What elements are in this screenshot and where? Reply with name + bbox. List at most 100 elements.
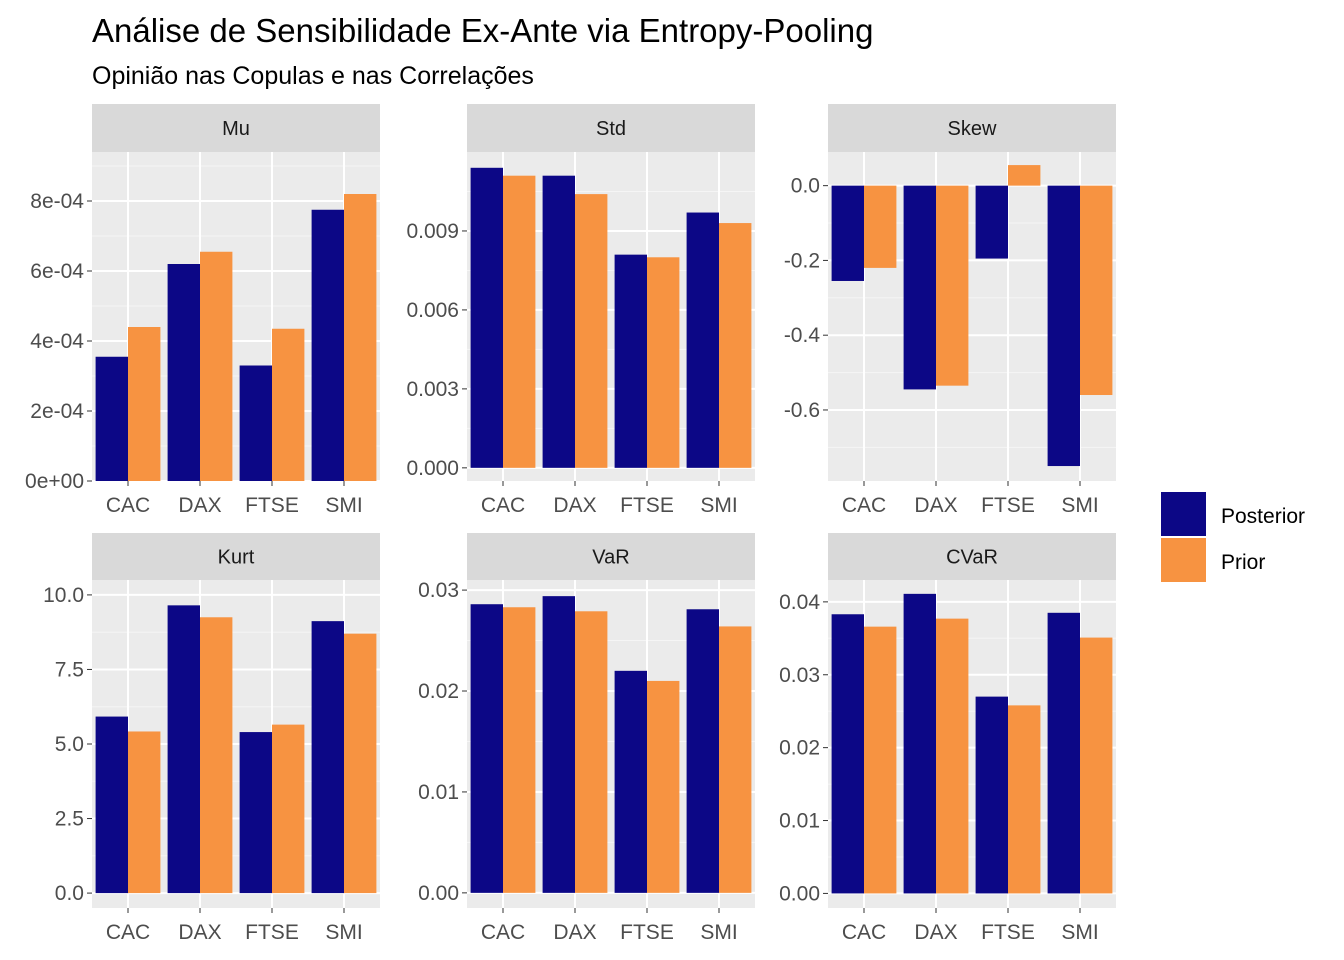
facet-strip <box>92 533 380 580</box>
bar-skew-smi-prior <box>1080 185 1113 396</box>
y-tick-label: -0.2 <box>784 249 820 272</box>
bar-skew-cac-prior <box>864 185 897 268</box>
bar-std-ftse-posterior <box>614 254 647 468</box>
bar-kurt-smi-prior <box>344 633 377 894</box>
y-tick-label: -0.6 <box>784 399 820 422</box>
bar-kurt-ftse-prior <box>272 724 305 894</box>
bar-cvar-cac-posterior <box>831 614 864 894</box>
y-tick-label: 0.01 <box>418 781 459 804</box>
x-tick-label: CAC <box>481 494 525 517</box>
x-tick-label: FTSE <box>245 494 299 517</box>
bar-var-smi-posterior <box>686 609 719 893</box>
y-tick-label: 0.03 <box>418 579 459 602</box>
bar-cvar-dax-posterior <box>903 593 936 894</box>
bar-mu-cac-prior <box>128 327 161 481</box>
y-tick-label: 0.000 <box>406 457 459 480</box>
legend-key-prior <box>1161 538 1206 582</box>
x-tick-label: DAX <box>178 494 221 517</box>
x-tick-label: CAC <box>481 921 525 944</box>
facet-strip-label: Std <box>596 118 626 140</box>
bar-skew-ftse-prior <box>1008 165 1041 186</box>
x-tick-label: SMI <box>700 921 737 944</box>
bar-cvar-cac-prior <box>864 626 897 894</box>
bar-skew-dax-posterior <box>903 185 936 390</box>
y-tick-label: 5.0 <box>55 733 84 756</box>
x-tick-label: FTSE <box>981 494 1035 517</box>
bar-var-cac-prior <box>503 607 536 893</box>
y-tick-label: 0.009 <box>406 220 459 243</box>
bar-std-cac-posterior <box>470 167 503 468</box>
bar-kurt-ftse-posterior <box>239 732 272 894</box>
y-tick-label: 2.5 <box>55 808 84 831</box>
y-tick-label: 2e-04 <box>30 400 84 423</box>
x-tick-label: CAC <box>842 494 886 517</box>
bar-var-ftse-posterior <box>614 670 647 893</box>
x-tick-label: SMI <box>325 494 362 517</box>
facet-panels: Mu 0e+00 2e-04 4e-04 6e-04 8e-04 CAC DAX FTSE SMI… <box>25 104 1116 944</box>
y-tick-label: 0.0 <box>55 882 84 905</box>
bar-mu-dax-posterior <box>167 264 200 481</box>
bar-skew-cac-posterior <box>831 185 864 281</box>
x-tick-label: FTSE <box>981 921 1035 944</box>
x-tick-label: CAC <box>842 921 886 944</box>
bar-var-ftse-prior <box>647 680 680 893</box>
bar-cvar-smi-prior <box>1080 637 1113 894</box>
y-tick-label: 0.006 <box>406 299 459 322</box>
bar-skew-smi-posterior <box>1047 185 1080 467</box>
chart-subtitle: Opinião nas Copulas e nas Correlações <box>92 62 534 90</box>
x-tick-label: DAX <box>914 921 957 944</box>
x-tick-label: DAX <box>553 494 596 517</box>
facet-strip-label: CVaR <box>946 547 998 569</box>
legend-label-posterior: Posterior <box>1221 505 1305 528</box>
y-tick-label: 4e-04 <box>30 330 84 353</box>
bar-mu-cac-posterior <box>95 356 128 481</box>
bar-mu-smi-posterior <box>311 209 344 481</box>
bar-skew-dax-prior <box>936 185 969 386</box>
x-tick-label: FTSE <box>620 494 674 517</box>
bar-mu-ftse-posterior <box>239 365 272 481</box>
y-tick-label: 0.02 <box>779 737 820 760</box>
y-tick-label: 0.04 <box>779 591 820 614</box>
bar-std-smi-prior <box>719 223 752 468</box>
bar-cvar-ftse-posterior <box>975 696 1008 894</box>
panel-cvar: CVaR 0.00 0.01 0.02 0.03 0.04 CAC DAX FTSE SMI <box>779 533 1116 944</box>
facet-strip <box>92 104 380 152</box>
x-tick-label: FTSE <box>620 921 674 944</box>
x-tick-label: SMI <box>1061 921 1098 944</box>
y-tick-label: -0.4 <box>784 324 821 347</box>
facet-strip-label: VaR <box>592 547 629 569</box>
bar-kurt-cac-prior <box>128 731 161 894</box>
bar-var-dax-prior <box>575 611 608 893</box>
y-tick-label: 0.003 <box>406 378 459 401</box>
bar-mu-ftse-prior <box>272 328 305 481</box>
facet-strip-label: Skew <box>948 118 997 140</box>
x-tick-label: CAC <box>106 921 150 944</box>
x-tick-label: SMI <box>1061 494 1098 517</box>
bar-cvar-ftse-prior <box>1008 705 1041 894</box>
legend-key-posterior <box>1161 492 1206 536</box>
bar-std-smi-posterior <box>686 212 719 468</box>
bar-kurt-smi-posterior <box>311 621 344 894</box>
y-tick-label: 10.0 <box>43 584 84 607</box>
chart-title: Análise de Sensibilidade Ex-Ante via Ent… <box>92 12 873 49</box>
bar-cvar-smi-posterior <box>1047 612 1080 894</box>
x-tick-label: DAX <box>178 921 221 944</box>
facet-strip <box>828 533 1116 580</box>
bar-kurt-dax-prior <box>200 617 233 894</box>
y-tick-label: 0.01 <box>779 810 820 833</box>
bar-cvar-dax-prior <box>936 618 969 894</box>
y-tick-label: 6e-04 <box>30 260 84 283</box>
panel-skew: Skew 0.0 -0.2 -0.4 -0.6 CAC DAX FTSE SMI <box>784 104 1116 517</box>
facet-strip <box>467 533 755 580</box>
bar-var-dax-posterior <box>542 596 575 893</box>
bar-skew-ftse-posterior <box>975 185 1008 259</box>
bar-std-ftse-prior <box>647 257 680 468</box>
panel-kurt: Kurt 0.0 2.5 5.0 7.5 10.0 CAC DAX FTSE SMI <box>43 533 380 944</box>
legend-label-prior: Prior <box>1221 551 1265 574</box>
y-tick-label: 8e-04 <box>30 190 84 213</box>
y-tick-label: 0.02 <box>418 680 459 703</box>
x-tick-label: DAX <box>914 494 957 517</box>
facet-strip <box>828 104 1116 152</box>
bar-mu-dax-prior <box>200 251 233 481</box>
